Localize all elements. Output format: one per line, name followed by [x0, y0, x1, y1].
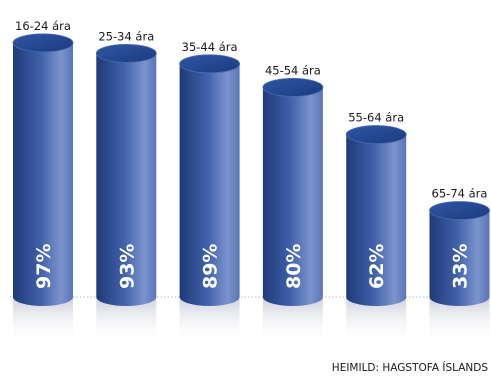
category-label: 25-34 ára: [98, 29, 154, 43]
bar-reflection: [179, 297, 240, 345]
category-label: 65-74 ára: [432, 187, 488, 201]
value-label: 33%: [450, 244, 472, 289]
bar-reflection: [96, 297, 157, 345]
bar: [346, 134, 407, 306]
source-note: HEIMILD: HAGSTOFA ÍSLANDS: [332, 361, 489, 374]
bars: 16-24 ára 97% 25-34 ára 93% 35-44 ára 89% 45-5…: [12, 19, 490, 307]
value-label: 93%: [116, 244, 138, 289]
bar: [13, 42, 73, 307]
bar-top: [12, 33, 74, 53]
bar: [262, 87, 323, 307]
value-label: 80%: [283, 244, 305, 289]
bar-top: [429, 201, 490, 220]
bar-top: [262, 78, 324, 97]
bar-top: [345, 125, 407, 144]
bar: [179, 63, 240, 306]
category-label: 55-64 ára: [348, 111, 404, 125]
bar-reflection: [346, 297, 407, 345]
value-label: 97%: [33, 244, 55, 289]
bar-reflection: [429, 297, 490, 345]
bar: [96, 53, 157, 307]
bar: [429, 210, 490, 306]
value-label: 89%: [200, 244, 222, 289]
bar-top: [179, 54, 241, 74]
category-label: 45-54 ára: [265, 63, 321, 77]
bar-reflection: [13, 297, 73, 345]
bar-top: [95, 43, 157, 63]
value-label: 62%: [366, 244, 388, 289]
reflections: [13, 297, 490, 345]
bar-reflection: [262, 297, 323, 345]
category-label: 16-24 ára: [15, 19, 71, 33]
category-label: 35-44 ára: [182, 40, 238, 54]
